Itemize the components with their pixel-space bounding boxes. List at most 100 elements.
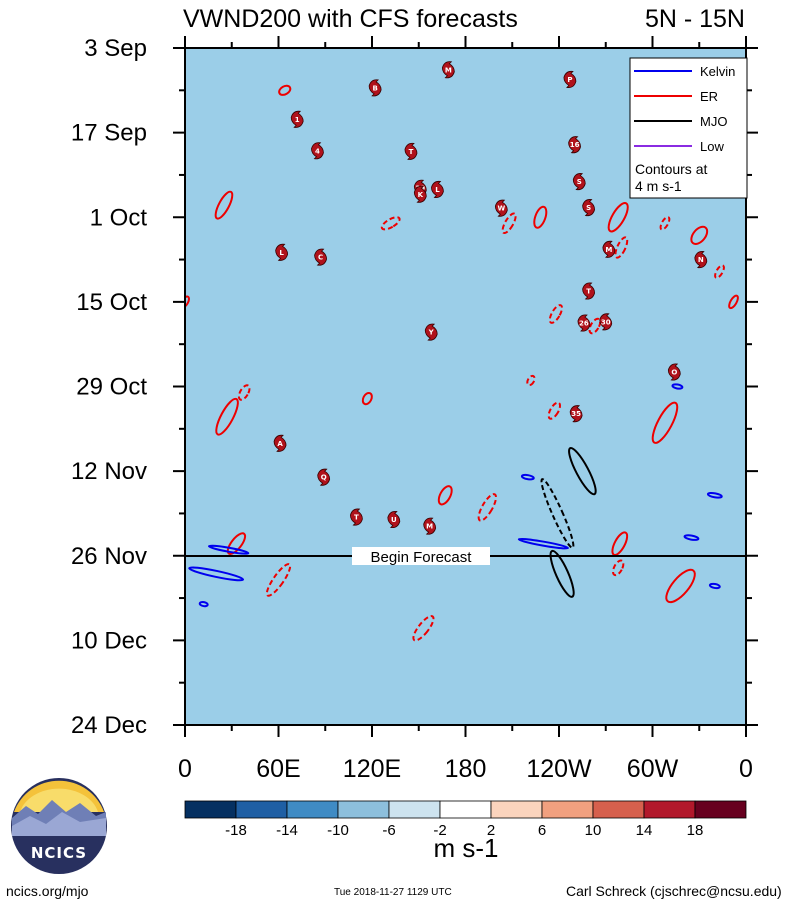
storm-marker: A — [273, 434, 287, 452]
colorbar-tick-label: 14 — [636, 822, 653, 839]
storm-label: S — [577, 178, 582, 186]
colorbar-box — [337, 800, 390, 819]
storm-label: B — [372, 84, 377, 92]
storm-label: A — [277, 440, 283, 448]
er-contour — [612, 559, 625, 577]
storm-marker: P — [563, 70, 577, 88]
storm-marker: O — [667, 363, 681, 381]
storm-marker: 16 — [568, 136, 581, 154]
storm-layer: MPB1164TS29LKSWMLCNT2630YO35AQTUM — [273, 61, 708, 535]
kelvin-contour — [517, 537, 570, 550]
mjo-contour — [568, 446, 597, 496]
logo-text: NCICS — [31, 844, 87, 862]
colorbar-box — [541, 800, 594, 819]
storm-marker: T — [582, 282, 596, 300]
colorbar-tick-label: 2 — [487, 822, 495, 839]
x-axis: 0 60E 120E 180 120W 60W 0 — [178, 36, 753, 783]
storm-swirl — [568, 136, 581, 154]
y-tick-label: 12 Nov — [71, 458, 147, 485]
storm-label: T — [586, 287, 591, 295]
y-tick-label: 24 Dec — [71, 712, 147, 739]
storm-marker: 30 — [599, 313, 613, 331]
storm-swirl — [563, 70, 577, 88]
storm-swirl — [599, 313, 613, 331]
x-tick-label: 120E — [343, 755, 401, 783]
colorbar-units: m s-1 — [434, 833, 499, 863]
footer-url[interactable]: ncics.org/mjo — [6, 883, 89, 899]
x-tick-label: 120W — [526, 755, 592, 783]
colorbar-tick-label: -2 — [433, 822, 446, 839]
footer-author: Carl Schreck (cjschrec@ncsu.edu) — [566, 883, 782, 899]
x-tick-label: 0 — [178, 755, 192, 783]
er-contour — [412, 615, 435, 642]
storm-label: M — [605, 246, 612, 254]
storm-label: Q — [321, 474, 327, 482]
y-tick-label: 10 Dec — [71, 627, 147, 654]
forecast-label-bg — [352, 547, 490, 565]
storm-label: Y — [428, 329, 435, 337]
storm-swirl — [424, 323, 438, 341]
colorbar: -18 -14 -10 -6 -2 2 6 10 14 18 — [184, 800, 747, 839]
storm-marker: 4 — [311, 142, 324, 160]
colorbar-box — [592, 800, 645, 819]
contour-note-line1: Contours at — [635, 161, 707, 177]
storm-marker: M — [441, 61, 455, 79]
storm-marker: S — [582, 199, 596, 217]
colorbar-tick-label: 18 — [687, 822, 704, 839]
colorbar-box — [439, 800, 492, 819]
er-contour — [226, 532, 247, 555]
y-tick-label: 15 Oct — [76, 289, 147, 316]
er-contour — [651, 401, 679, 444]
x-tick-label: 60E — [256, 755, 300, 783]
storm-label: 30 — [601, 318, 611, 326]
storm-swirl — [368, 79, 382, 97]
storm-swirl — [413, 185, 427, 203]
storm-marker: 1 — [290, 110, 304, 128]
storm-marker: C — [314, 248, 327, 266]
storm-swirl — [275, 243, 289, 261]
er-contour — [614, 236, 629, 259]
ncics-logo: NCICS — [11, 778, 107, 874]
er-contour — [380, 216, 401, 231]
kelvin-contour — [683, 534, 700, 541]
colorbar-box — [694, 800, 747, 819]
storm-label: K — [418, 191, 424, 199]
colorbar-box — [184, 800, 237, 819]
storm-marker: M — [423, 517, 437, 535]
y-tick-label: 29 Oct — [76, 374, 147, 401]
storm-marker: 26 — [577, 314, 591, 332]
y-tick-label: 26 Nov — [71, 543, 147, 570]
storm-label: 1 — [295, 116, 300, 124]
legend-box — [629, 57, 748, 199]
storm-marker: W — [494, 199, 508, 217]
er-contour — [237, 384, 251, 401]
chart-region: 5N - 15N — [645, 5, 745, 33]
er-contour — [728, 294, 739, 310]
x-tick-label: 0 — [739, 755, 753, 783]
kelvin-contour — [708, 582, 721, 590]
storm-marker: M — [602, 240, 616, 258]
contour-layer — [185, 84, 739, 642]
storm-label: N — [698, 256, 704, 264]
storm-marker: S — [572, 173, 586, 191]
storm-marker: T — [350, 508, 363, 526]
legend-label: Low — [700, 139, 724, 154]
er-contour — [690, 225, 709, 245]
legend: Kelvin ER MJO Low Contours at 4 m s-1 — [629, 57, 748, 199]
storm-swirl — [387, 510, 401, 529]
colorbar-box — [235, 800, 288, 819]
y-tick-label: 3 Sep — [84, 35, 147, 62]
storm-label: L — [279, 249, 284, 257]
er-contour — [265, 563, 292, 597]
y-tick-label: 17 Sep — [71, 120, 147, 147]
colorbar-tick-label: -6 — [382, 822, 395, 839]
legend-label: ER — [700, 89, 718, 104]
storm-marker: Y — [424, 323, 438, 341]
er-contour — [665, 568, 696, 604]
storm-swirl — [314, 248, 327, 266]
kelvin-contour — [188, 566, 245, 582]
storm-label: P — [567, 76, 572, 84]
storm-marker: L — [275, 243, 289, 261]
storm-swirl — [572, 173, 586, 191]
